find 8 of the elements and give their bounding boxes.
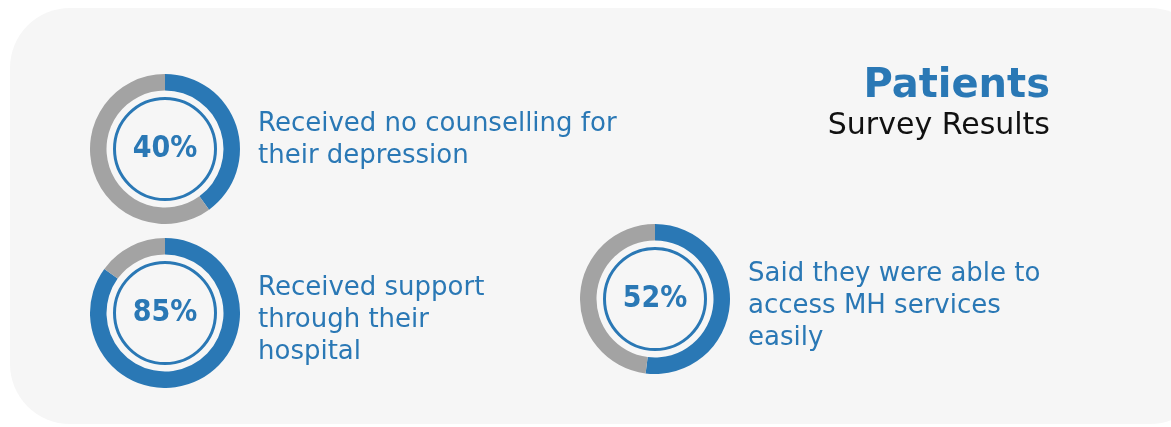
data-label: 40% bbox=[132, 128, 198, 164]
text: Patients bbox=[862, 60, 1050, 106]
text: Received no counselling for their depression bbox=[258, 106, 618, 170]
text: Survey Results bbox=[826, 106, 1050, 142]
data-label: 85% bbox=[132, 292, 198, 328]
data-label: 52% bbox=[622, 278, 688, 314]
text: Received support through their hospital bbox=[258, 270, 486, 366]
text: Said they were able to access MH services easily bbox=[748, 256, 1042, 352]
